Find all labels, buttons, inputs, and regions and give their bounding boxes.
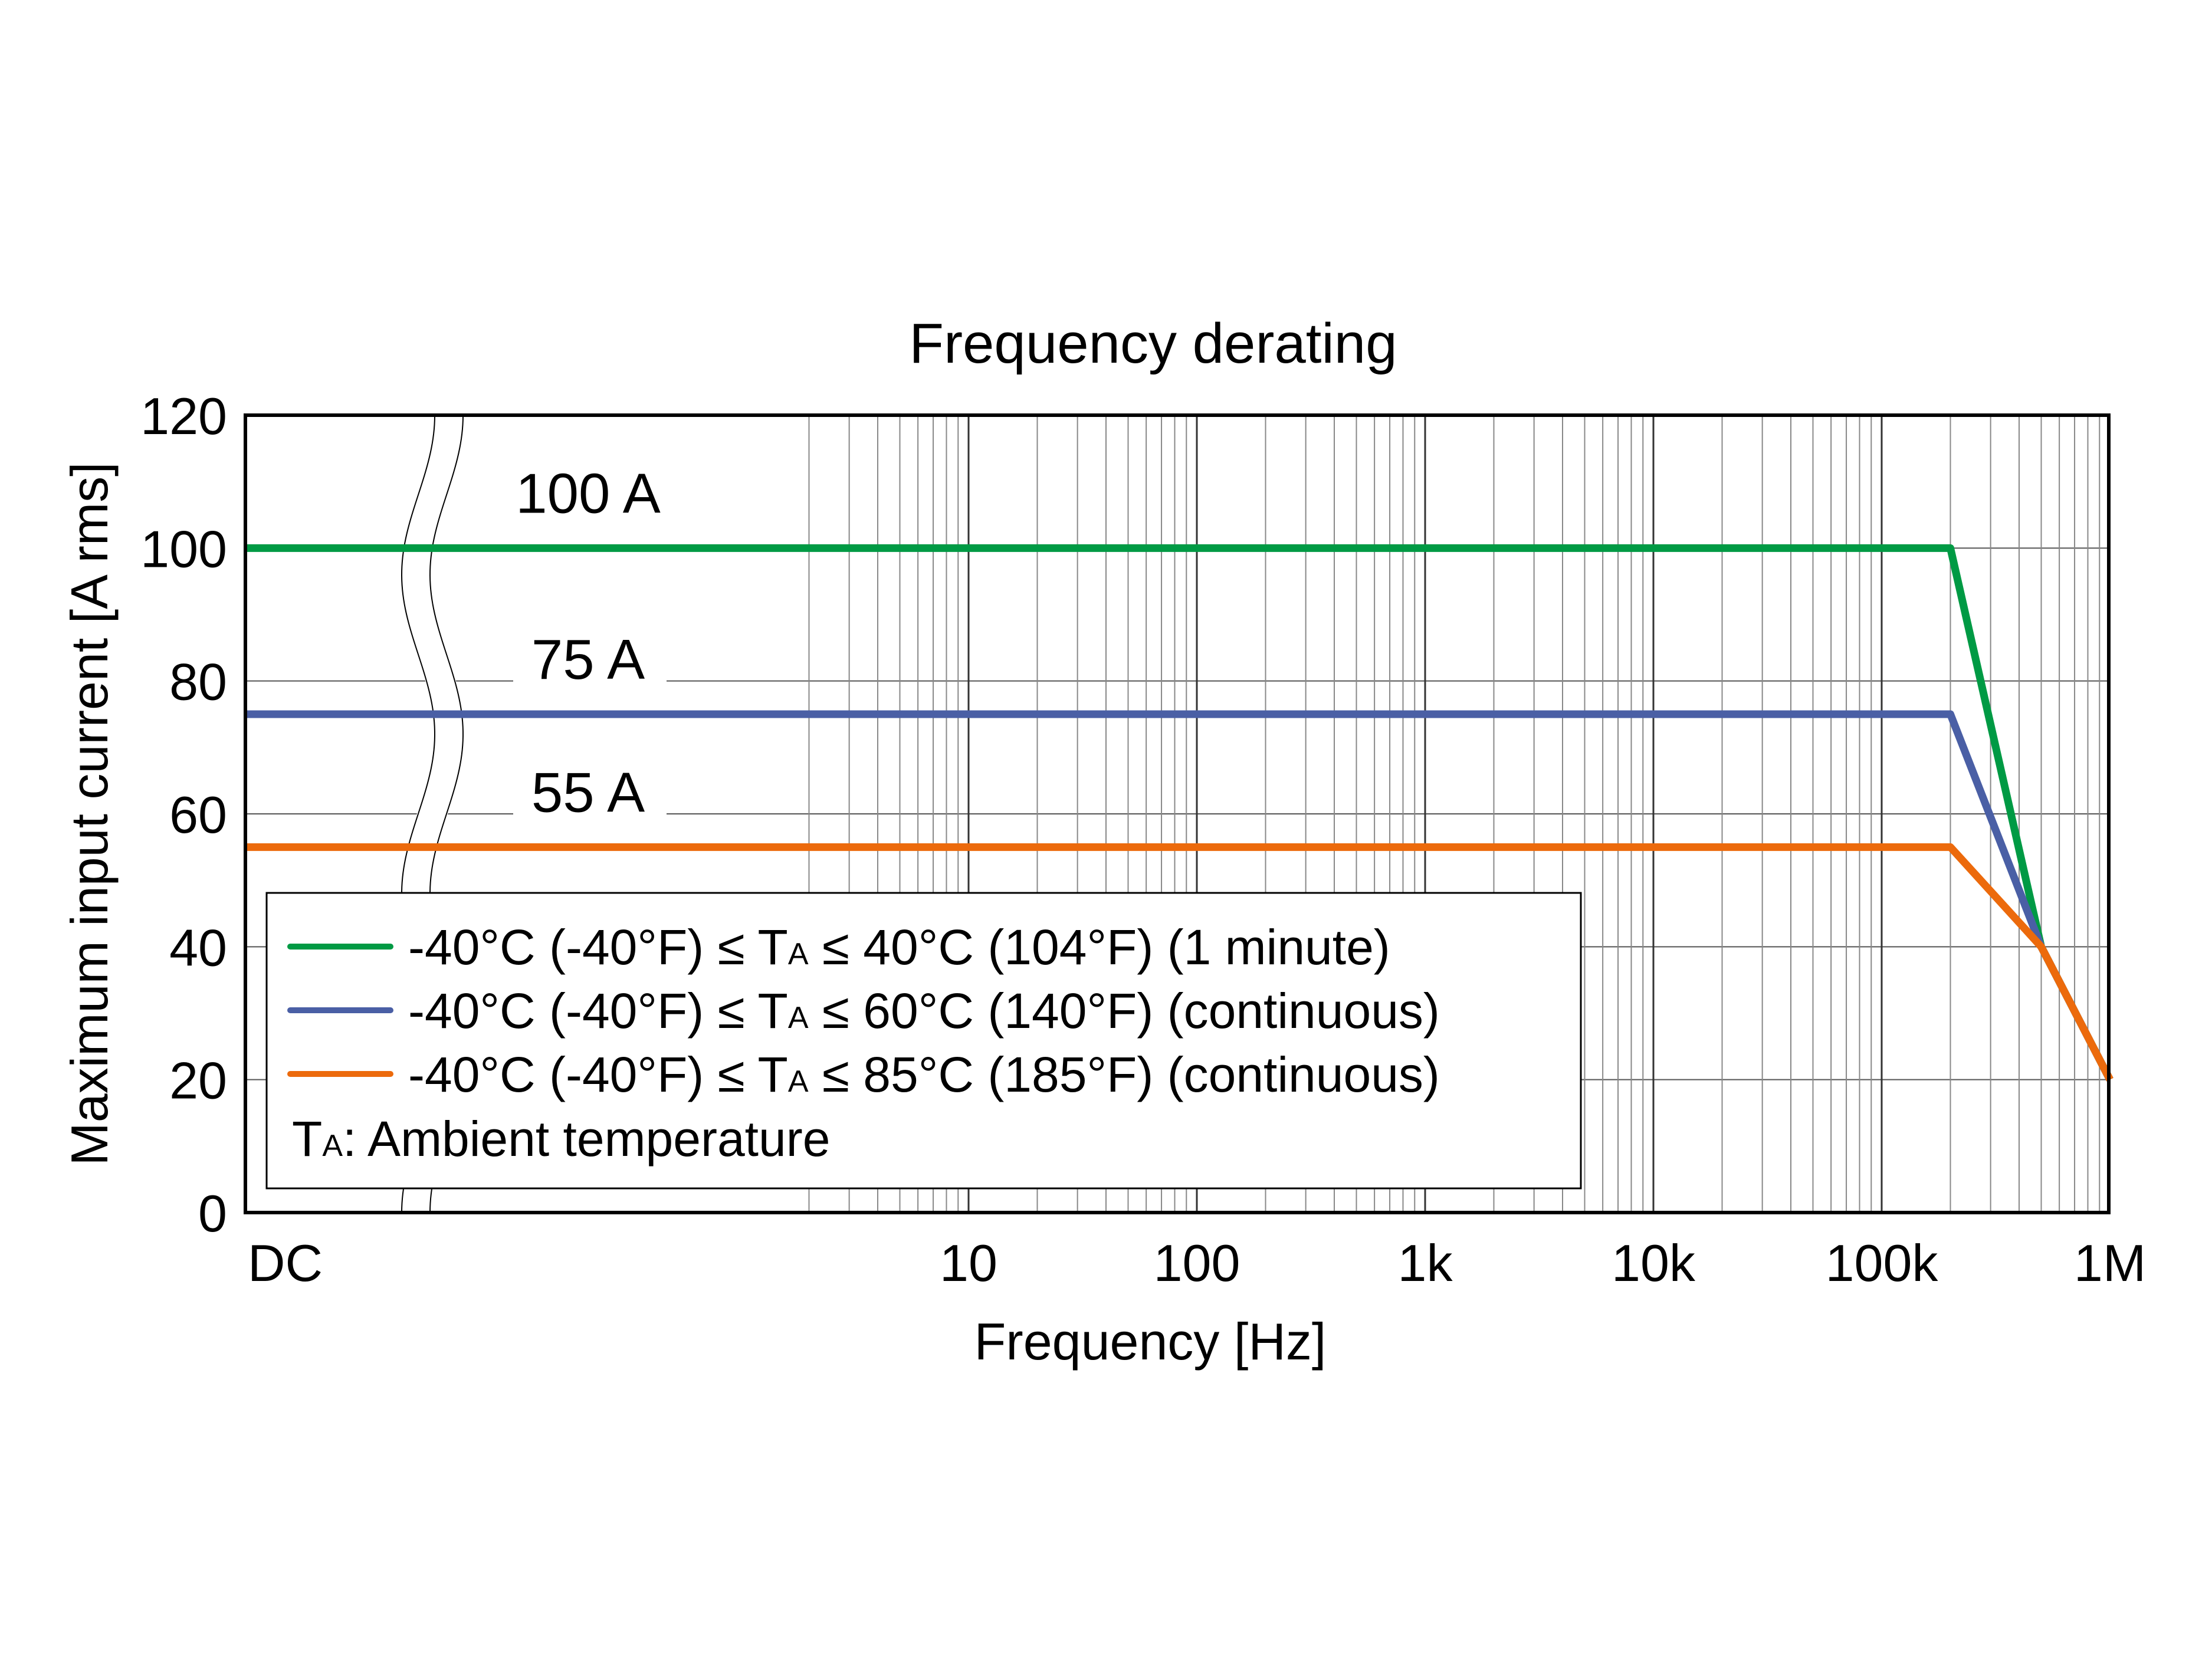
y-axis-label: Maximum input current [A rms] (60, 462, 119, 1165)
annotation-label: 75 A (531, 628, 645, 691)
y-tick-label: 20 (169, 1052, 227, 1110)
y-tick-label: 80 (169, 653, 227, 711)
series-line (245, 843, 2113, 1082)
x-tick-label: DC (248, 1234, 323, 1292)
annotation-label: 55 A (531, 761, 645, 824)
x-tick-label: 10k (1612, 1234, 1696, 1292)
x-tick-label: 100 (1154, 1234, 1240, 1292)
chart-title: Frequency derating (909, 312, 1397, 375)
annotation-bg (513, 761, 667, 821)
annotation-label: 100 A (516, 462, 661, 525)
annotation-bg (513, 629, 667, 688)
legend-label: -40°C (-40°F) ≤ TA ≤ 40°C (104°F) (1 min… (408, 919, 1390, 975)
y-tick-labels: 0 20 40 60 80 100 120 (140, 387, 227, 1243)
x-tick-label: 1M (2074, 1234, 2146, 1292)
y-tick-label: 60 (169, 786, 227, 844)
y-tick-label: 40 (169, 918, 227, 977)
y-tick-label: 0 (198, 1184, 227, 1243)
x-tick-label: 10 (940, 1234, 997, 1292)
legend-box (265, 892, 1582, 1190)
legend-note: TA: Ambient temperature (292, 1111, 830, 1167)
series-lines (245, 544, 2113, 1082)
legend-label: -40°C (-40°F) ≤ TA ≤ 85°C (185°F) (conti… (408, 1047, 1440, 1102)
x-tick-label: 100k (1826, 1234, 1939, 1292)
annotation-bg (513, 462, 667, 522)
plot-frame (244, 413, 2111, 1214)
legend: -40°C (-40°F) ≤ TA ≤ 40°C (104°F) (1 min… (265, 892, 1582, 1190)
y-tick-label: 120 (140, 387, 227, 445)
annotations: 100 A 75 A 55 A (513, 462, 667, 824)
x-tick-label: 1k (1398, 1234, 1453, 1292)
x-axis-label: Frequency [Hz] (974, 1312, 1327, 1371)
legend-label: -40°C (-40°F) ≤ TA ≤ 60°C (140°F) (conti… (408, 983, 1440, 1039)
y-tick-label: 100 (140, 520, 227, 578)
x-tick-labels: DC 10 100 1k 10k 100k 1M (248, 1234, 2146, 1292)
